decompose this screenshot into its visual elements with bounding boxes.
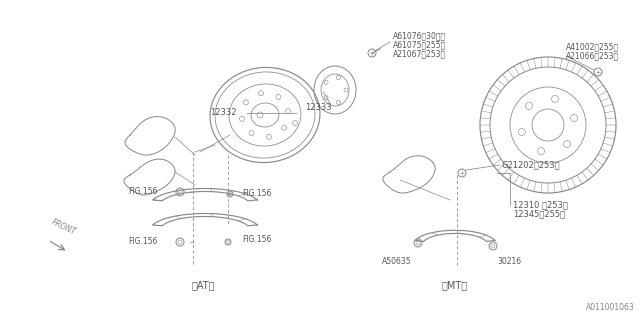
Text: FRONT: FRONT [50,218,77,237]
Text: A61076、30】〉: A61076、30】〉 [393,31,446,41]
Text: A41002〈255〉: A41002〈255〉 [566,43,619,52]
Text: 12333: 12333 [305,102,332,111]
Text: FIG.156: FIG.156 [242,236,271,244]
Text: A011001063: A011001063 [586,303,635,312]
Text: G21202〈253〉: G21202〈253〉 [501,161,559,170]
Text: FIG.156: FIG.156 [242,189,271,198]
Text: A21066〈253〉: A21066〈253〉 [566,52,619,60]
Text: A50635: A50635 [382,258,412,267]
Text: 12332: 12332 [211,108,237,116]
Text: A61075〈255〉: A61075〈255〉 [393,41,446,50]
Text: 12345〈255〉: 12345〈255〉 [513,210,565,219]
Text: 〈MT〉: 〈MT〉 [442,280,468,290]
Text: 30216: 30216 [497,258,521,267]
Text: A21067〈253〉: A21067〈253〉 [393,50,446,59]
Text: 〈AT〉: 〈AT〉 [191,280,215,290]
Text: FIG.156: FIG.156 [129,188,158,196]
Text: 12310 〈253〉: 12310 〈253〉 [513,201,568,210]
Text: FIG.156: FIG.156 [129,237,158,246]
